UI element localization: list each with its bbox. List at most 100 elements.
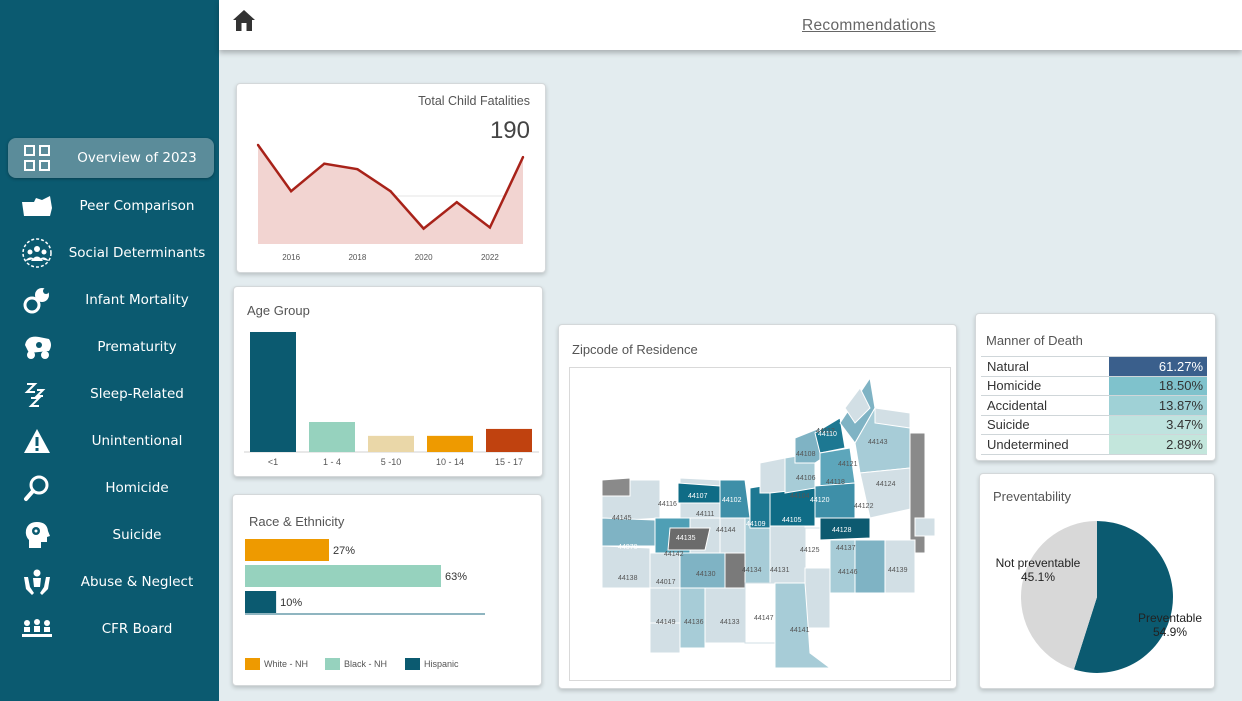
sidebar-item-label: Homicide [105, 480, 169, 496]
sidebar-item-sleep-related[interactable]: Sleep-Related [8, 374, 214, 414]
sidebar-item-suicide[interactable]: Suicide [8, 515, 214, 555]
manner-row[interactable]: Natural 61.27% [981, 356, 1207, 376]
legend-white: White - NH [245, 658, 308, 670]
zip-region[interactable] [679, 587, 706, 649]
zip-region[interactable] [719, 517, 746, 554]
total-fatalities-card: Total Child Fatalities 190 2016 2018 2020 2… [236, 83, 546, 273]
zip-label: 44118 [826, 479, 845, 486]
zip-region[interactable] [667, 527, 711, 551]
total-fatalities-value: 190 [489, 117, 530, 144]
sidebar-item-social-determinants[interactable]: Social Determinants [8, 233, 214, 273]
zip-region[interactable] [649, 587, 681, 624]
sidebar-item-label: Social Determinants [68, 245, 206, 261]
zip-region[interactable] [744, 582, 776, 644]
zip-label: 44104 [790, 493, 810, 500]
zip-label: 44108 [796, 451, 816, 458]
data-point [256, 143, 260, 147]
zip-region[interactable] [804, 567, 831, 629]
sidebar-item-cfr-board[interactable]: CFR Board [8, 609, 214, 649]
grid-icon [20, 144, 54, 172]
sidebar-item-homicide[interactable]: Homicide [8, 468, 214, 508]
zip-region[interactable] [649, 622, 681, 654]
manner-row[interactable]: Homicide 18.50% [981, 376, 1207, 396]
zip-region[interactable] [854, 539, 886, 594]
sidebar-item-label: Unintentional [91, 433, 183, 449]
data-label: 27% [333, 545, 355, 557]
magnifier-icon [20, 474, 54, 502]
sidebar-item-unintentional[interactable]: Unintentional [8, 421, 214, 461]
data-point [521, 155, 525, 159]
manner-row[interactable]: Undetermined 2.89% [981, 434, 1207, 454]
data-point [289, 190, 293, 193]
x-tick-label: 10 - 14 [436, 457, 464, 467]
sidebar-item-peer-comparison[interactable]: Peer Comparison [8, 186, 214, 226]
sidebar-item-prematurity[interactable]: Prematurity [8, 327, 214, 367]
head-gears-icon [20, 521, 54, 549]
sleep-zzz-icon [20, 380, 54, 408]
zip-region[interactable] [601, 477, 631, 497]
incubator-icon [20, 333, 54, 361]
sidebar-item-label: Overview of 2023 [77, 150, 197, 166]
board-meeting-icon [20, 615, 54, 643]
recommendations-link[interactable]: Recommendations [802, 17, 936, 34]
zip-region[interactable] [769, 525, 806, 584]
zip-label: 44134 [742, 567, 762, 574]
race-title: Race & Ethnicity [249, 514, 345, 529]
zipcode-card: Zipcode of Residence [558, 324, 957, 689]
manner-value: 61.27% [1109, 356, 1207, 376]
zip-region[interactable] [884, 539, 916, 594]
zip-label: 44128 [832, 527, 852, 534]
zip-label: 44109 [746, 521, 766, 528]
zip-label: 44113 [816, 428, 835, 435]
zip-label: 44125 [800, 547, 820, 554]
zip-region[interactable] [774, 582, 832, 669]
legend-black: Black - NH [325, 658, 387, 670]
zip-region[interactable] [601, 517, 656, 547]
data-point [488, 226, 492, 229]
data-point [455, 201, 458, 204]
manner-row[interactable]: Suicide 3.47% [981, 415, 1207, 435]
x-tick-label: 15 - 17 [495, 457, 523, 467]
sidebar-item-label: Peer Comparison [79, 198, 195, 214]
zip-label: 44110 [818, 431, 837, 438]
zip-region[interactable] [704, 587, 746, 644]
zip-region[interactable] [814, 417, 846, 454]
bar [250, 332, 296, 452]
warning-icon [20, 427, 54, 455]
manner-label: Suicide [987, 417, 1030, 433]
legend-swatch [245, 658, 260, 670]
sidebar-item-label: Abuse & Neglect [80, 574, 194, 590]
zip-region[interactable] [874, 407, 911, 429]
total-fatalities-title: Total Child Fatalities [418, 94, 530, 108]
zip-region[interactable] [859, 467, 916, 519]
zip-label: 44144 [716, 527, 736, 534]
pie-slice [1020, 521, 1097, 670]
manner-label: Undetermined [987, 436, 1069, 452]
x-tick-label: 2020 [415, 253, 433, 262]
data-point [389, 190, 392, 193]
sidebar-item-overview[interactable]: Overview of 2023 [8, 138, 214, 178]
manner-value: 3.47% [1109, 415, 1207, 435]
sidebar-item-label: Sleep-Related [90, 386, 184, 402]
home-icon[interactable] [231, 8, 257, 34]
legend-label: Black - NH [344, 659, 388, 669]
sidebar-item-infant-mortality[interactable]: Infant Mortality [8, 280, 214, 320]
data-label: 10% [280, 597, 302, 609]
zip-region[interactable] [914, 517, 936, 537]
zip-region[interactable] [844, 387, 871, 424]
race-card: Race & Ethnicity 27% 63% 10% White - NH Bl… [232, 494, 542, 686]
sidebar-item-label: Prematurity [97, 339, 177, 355]
sidebar-item-label: Suicide [112, 527, 162, 543]
legend-hispanic: Hispanic [405, 658, 459, 670]
legend-swatch [325, 658, 340, 670]
data-label: 63% [445, 571, 467, 583]
zip-label: 44145 [612, 515, 632, 522]
zipcode-map[interactable]: 44107 44102 44113 44108 44110 44143 4412… [570, 368, 950, 680]
manner-row[interactable]: Accidental 13.87% [981, 395, 1207, 415]
top-header: Recommendations [219, 0, 1242, 50]
manner-table: Natural 61.27% Homicide 18.50% Accidental 13.… [981, 356, 1207, 455]
sidebar-item-abuse-neglect[interactable]: Abuse & Neglect [8, 562, 214, 602]
zip-label: 44137 [836, 545, 856, 552]
area-fill [258, 145, 523, 244]
zip-region[interactable] [819, 517, 871, 541]
